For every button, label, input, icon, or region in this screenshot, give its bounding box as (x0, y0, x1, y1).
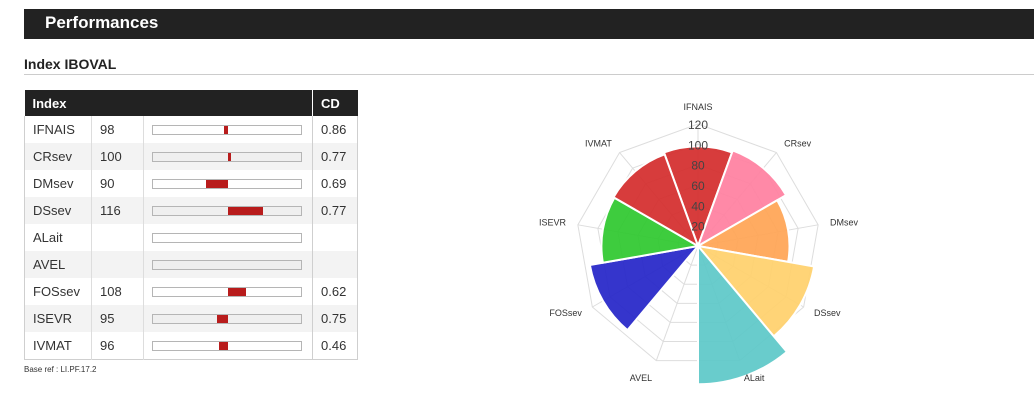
index-table: Index CD IFNAIS 98 0.86 CRsev 100 0.77 DMsev 90… (24, 90, 358, 360)
index-bar (152, 232, 302, 243)
page-title: Performances (45, 13, 159, 32)
index-bar-cell (143, 251, 313, 278)
index-name: AVEL (24, 251, 92, 278)
index-value: 116 (91, 197, 144, 224)
table-row: ISEVR 95 0.75 (24, 305, 358, 332)
index-bar-cell (143, 224, 313, 251)
cd-value (312, 224, 358, 251)
index-value: 108 (91, 278, 144, 305)
radial-tick-label: 80 (691, 159, 705, 173)
radial-tick-label: 60 (691, 179, 705, 193)
category-label: IFNAIS (683, 102, 712, 112)
sector-fossev (588, 244, 701, 332)
index-value: 90 (91, 170, 144, 197)
cd-value: 0.69 (312, 170, 358, 197)
index-bar-fill (223, 125, 228, 134)
table-row: IFNAIS 98 0.86 (24, 116, 358, 143)
index-value (91, 251, 144, 278)
radial-tick-label: 100 (688, 138, 708, 152)
index-bar (152, 286, 302, 297)
cd-value: 0.46 (312, 332, 358, 360)
index-bar (152, 178, 302, 189)
sector-dmsev (695, 198, 791, 264)
index-bar-fill (217, 314, 228, 323)
sector-crsev (696, 149, 788, 249)
index-name: DMsev (24, 170, 92, 197)
table-body: IFNAIS 98 0.86 CRsev 100 0.77 DMsev 90 0.69 DSsev… (24, 116, 358, 360)
sector-ivmat (612, 153, 700, 249)
category-label: IVMAT (585, 138, 612, 148)
index-bar (152, 340, 302, 351)
index-name: DSsev (24, 197, 92, 224)
sector-alait (697, 243, 789, 386)
cd-value: 0.77 (312, 197, 358, 224)
index-bar-fill (228, 152, 231, 161)
index-bar-cell (143, 305, 313, 332)
index-bar-cell (143, 278, 313, 305)
index-bar-cell (143, 197, 313, 224)
table-row: ALait (24, 224, 358, 251)
radial-tick-label: 40 (691, 199, 705, 213)
index-name: IFNAIS (24, 116, 92, 143)
index-name: CRsev (24, 143, 92, 170)
sector-ifnais (662, 145, 734, 249)
index-bar (152, 313, 302, 324)
index-bar-fill (219, 341, 228, 350)
table-row: DMsev 90 0.69 (24, 170, 358, 197)
radial-tick-label: 120 (688, 118, 708, 132)
cd-value: 0.75 (312, 305, 358, 332)
index-value: 100 (91, 143, 144, 170)
index-bar-cell (143, 143, 313, 170)
base-ref: Base ref : LI.PF.17.2 (24, 365, 97, 374)
sector-dssev (695, 244, 816, 338)
cd-value: 0.77 (312, 143, 358, 170)
index-value: 96 (91, 332, 144, 360)
index-bar (152, 124, 302, 135)
index-bar-cell (143, 332, 313, 360)
grid-spoke (655, 245, 699, 361)
radar-chart: 20 40 60 80 100 120 IFNAIS CRsev DMsev DSsev ALait… (539, 102, 859, 386)
index-name: ISEVR (24, 305, 92, 332)
index-bar-cell (143, 170, 313, 197)
index-value (91, 224, 144, 251)
index-bar-fill (228, 287, 246, 296)
table-row: AVEL (24, 251, 358, 278)
header-cd: CD (312, 90, 358, 116)
index-value: 95 (91, 305, 144, 332)
index-name: IVMAT (24, 332, 92, 360)
table-row: DSsev 116 0.77 (24, 197, 358, 224)
index-name: ALait (24, 224, 92, 251)
table-row: FOSsev 108 0.62 (24, 278, 358, 305)
index-value: 98 (91, 116, 144, 143)
cd-value: 0.62 (312, 278, 358, 305)
category-label: DMsev (830, 218, 859, 228)
header-bar: Performances (24, 9, 1034, 39)
category-label: DSsev (814, 308, 841, 318)
category-label: CRsev (784, 138, 812, 148)
index-bar-fill (206, 179, 228, 188)
index-bar-fill (228, 206, 264, 215)
index-bar (152, 259, 302, 270)
table-row: IVMAT 96 0.46 (24, 332, 358, 360)
sector-isevr (600, 196, 701, 264)
table-row: CRsev 100 0.77 (24, 143, 358, 170)
index-bar (152, 151, 302, 162)
section-divider (24, 74, 1034, 75)
cd-value (312, 251, 358, 278)
radial-tick-label: 20 (691, 220, 705, 234)
cd-value: 0.86 (312, 116, 358, 143)
category-label: AVEL (630, 373, 652, 383)
index-bar-cell (143, 116, 313, 143)
category-label: ISEVR (539, 218, 567, 228)
category-label: ALait (744, 373, 765, 383)
index-name: FOSsev (24, 278, 92, 305)
header-index: Index (24, 90, 313, 116)
category-label: FOSsev (549, 308, 582, 318)
index-bar (152, 205, 302, 216)
section-title: Index IBOVAL (24, 56, 117, 72)
